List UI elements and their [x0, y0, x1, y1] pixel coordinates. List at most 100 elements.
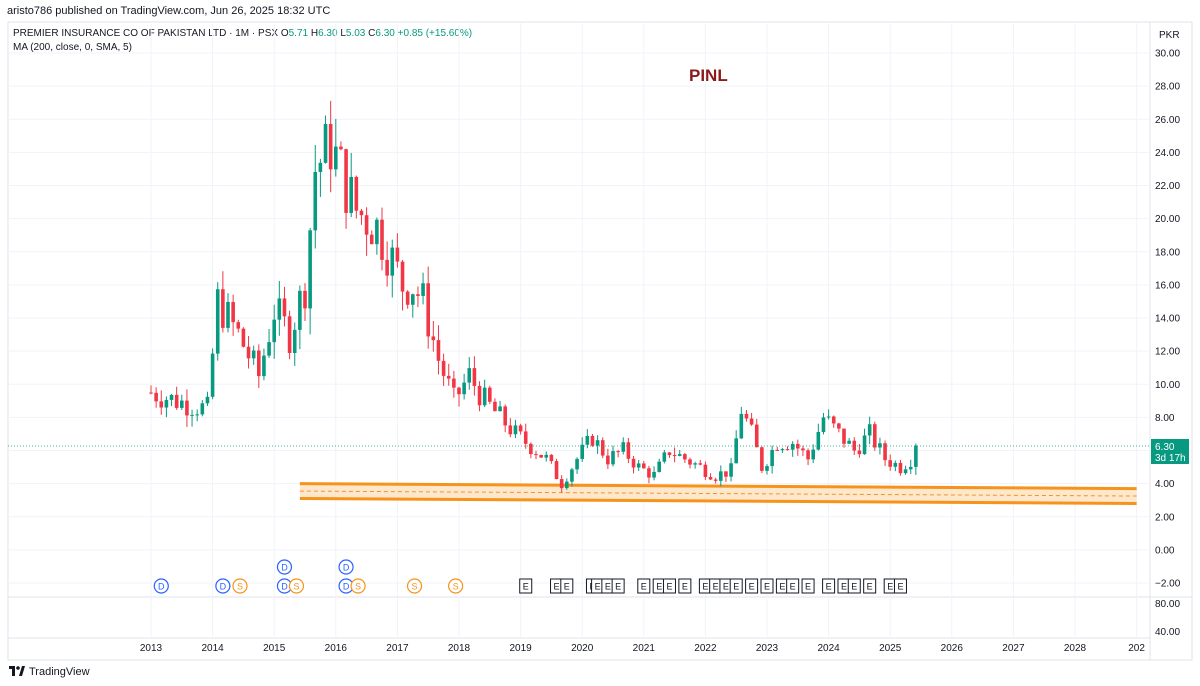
split-event-icon	[406, 578, 423, 594]
candle-body	[395, 247, 400, 262]
earnings-event-icon	[560, 578, 574, 594]
time-tick-label: 2027	[1002, 643, 1025, 654]
ma-legend[interactable]: MA (200, close, 0, SMA, 5)	[13, 42, 132, 53]
candle-body	[549, 454, 554, 462]
candles	[149, 100, 918, 493]
candle-body	[221, 289, 225, 328]
candle-body	[452, 378, 456, 388]
price-axis[interactable]: PKR 30.00 28.00 26.00 24.00 22.00 20.00 18.00 1…	[1155, 30, 1181, 590]
candle-body	[724, 471, 728, 477]
candle-body	[318, 162, 323, 172]
time-tick-label: 2026	[941, 643, 964, 654]
candle-body	[775, 449, 780, 451]
candle-body	[893, 462, 898, 467]
split-event-letter: S	[237, 582, 243, 592]
dividend-event-icon	[338, 559, 354, 575]
candle-body	[662, 452, 667, 462]
dividend-event-letter: D	[158, 582, 165, 592]
candle-body	[621, 442, 626, 452]
candle-body	[677, 454, 682, 456]
close-label: C	[368, 28, 376, 39]
price-tick-label: 28.00	[1155, 82, 1180, 93]
candle-body	[703, 464, 708, 478]
candle-body	[842, 428, 846, 444]
candle-body	[313, 171, 318, 231]
candle-body	[642, 463, 646, 469]
time-tick-label: 2016	[325, 643, 348, 654]
symbol-legend: PREMIER INSURANCE CO OF PAKISTAN LTD · 1…	[13, 28, 472, 39]
price-tick-label: −2.00	[1155, 579, 1181, 590]
candle-body	[580, 444, 584, 459]
earnings-event-letter: E	[723, 582, 729, 592]
grid	[8, 22, 1150, 638]
candle-body	[226, 301, 230, 328]
candle-body	[421, 283, 425, 296]
candle-body	[359, 210, 364, 216]
candle-body	[257, 350, 261, 377]
candle-body	[606, 455, 610, 465]
price-tick-label: 16.00	[1155, 280, 1180, 291]
time-tick-label: 2021	[633, 643, 656, 654]
high-label: H	[310, 28, 319, 39]
support-lower-line[interactable]	[299, 497, 1137, 505]
time-tick-label: 2020	[571, 643, 594, 654]
candle-body	[267, 342, 271, 356]
candle-body	[600, 440, 605, 456]
earnings-event-letter: E	[641, 582, 647, 592]
candle-body	[806, 450, 810, 460]
candle-body	[688, 459, 692, 465]
candle-body	[354, 176, 359, 211]
candle-body	[323, 124, 328, 163]
candle-body	[205, 396, 210, 404]
time-tick-label: 202	[1128, 643, 1145, 654]
candle-body	[513, 425, 518, 435]
candle-body	[344, 149, 348, 213]
earnings-event-icon	[611, 578, 625, 594]
candle-body	[339, 146, 343, 150]
time-tick-label: 2014	[201, 643, 224, 654]
candle-body	[903, 469, 908, 474]
candle-body	[441, 360, 446, 376]
candle-body	[590, 435, 595, 446]
candle-body	[898, 462, 903, 474]
volume-tick-label: 80.00	[1155, 599, 1180, 610]
candle-body	[431, 336, 436, 341]
chart-annotation[interactable]: PINL	[689, 66, 728, 85]
tradingview-brand[interactable]: TradingView	[9, 665, 90, 679]
candle-body	[380, 219, 384, 260]
candle-body	[446, 375, 451, 379]
candle-body	[559, 479, 564, 489]
price-tick-label: 30.00	[1155, 49, 1180, 60]
candle-body	[888, 460, 892, 467]
split-event-letter: S	[355, 582, 361, 592]
candle-body	[236, 322, 241, 329]
candle-body	[518, 425, 523, 432]
candle-body	[683, 454, 687, 460]
candle-body	[672, 455, 677, 457]
candle-body	[749, 418, 754, 425]
price-tick-label: 12.00	[1155, 347, 1180, 358]
candle-body	[785, 449, 790, 451]
candle-body	[149, 392, 153, 394]
candle-body	[400, 261, 405, 292]
open-value: 5.71	[288, 28, 309, 39]
time-tick-label: 2018	[448, 643, 471, 654]
support-zone[interactable]	[299, 482, 1137, 505]
dividend-event-icon	[153, 578, 169, 594]
candle-body	[554, 461, 559, 480]
candle-body	[246, 346, 251, 359]
split-event-letter: S	[453, 582, 459, 592]
candle-body	[914, 445, 918, 467]
candle-body	[616, 451, 620, 453]
time-tick-label: 2019	[509, 643, 532, 654]
candle-body	[529, 443, 533, 455]
time-axis[interactable]: 2013 2014 2015 2016 2017 2018 2019 2020 2021 2022…	[140, 643, 1146, 654]
candle-body	[657, 461, 661, 472]
earnings-event-icon	[678, 578, 692, 594]
candle-body	[857, 450, 862, 455]
support-upper-line[interactable]	[299, 482, 1137, 491]
candle-body	[801, 448, 805, 451]
candle-body	[908, 466, 913, 470]
candle-body	[390, 247, 395, 276]
